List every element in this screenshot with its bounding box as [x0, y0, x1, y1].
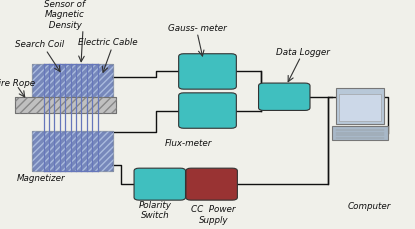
Bar: [32, 131, 113, 171]
Text: Data Logger: Data Logger: [276, 48, 330, 57]
Bar: [15, 98, 116, 113]
Text: Search Coil: Search Coil: [15, 40, 64, 49]
Bar: [339, 94, 381, 122]
Text: Gauss- meter: Gauss- meter: [168, 24, 227, 33]
Bar: [15, 98, 116, 113]
Text: Electric Cable: Electric Cable: [78, 38, 138, 47]
Bar: [32, 131, 113, 171]
FancyBboxPatch shape: [179, 55, 237, 90]
Text: Polarity
Switch: Polarity Switch: [139, 200, 172, 219]
Bar: [32, 65, 113, 105]
FancyBboxPatch shape: [134, 169, 186, 200]
Bar: [32, 65, 113, 105]
Text: Magnetizer: Magnetizer: [17, 173, 66, 182]
Text: Sensor of
Magnetic
 Density: Sensor of Magnetic Density: [44, 0, 85, 30]
Text: Wire Rope: Wire Rope: [0, 79, 35, 88]
FancyBboxPatch shape: [259, 84, 310, 111]
FancyBboxPatch shape: [179, 93, 237, 129]
Text: CC  Power
Supply: CC Power Supply: [191, 204, 236, 224]
Bar: [332, 126, 388, 140]
Bar: [337, 89, 384, 124]
Text: Flux-meter: Flux-meter: [165, 139, 212, 148]
FancyBboxPatch shape: [186, 169, 237, 200]
Text: Computer: Computer: [348, 202, 391, 211]
